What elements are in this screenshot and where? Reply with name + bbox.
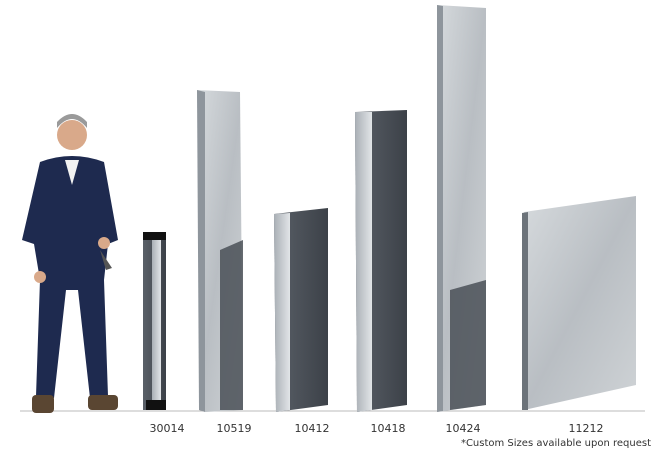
- panel: [522, 196, 636, 410]
- product-label: 30014: [150, 422, 185, 435]
- footnote: *Custom Sizes available upon request: [461, 438, 651, 449]
- post: [143, 232, 166, 410]
- panel: [437, 5, 486, 412]
- product-label: 10418: [371, 422, 406, 435]
- product-label: 10424: [446, 422, 481, 435]
- panel: [274, 208, 328, 412]
- worker: [22, 114, 118, 413]
- product-label: 10519: [217, 422, 252, 435]
- panel: [355, 110, 407, 412]
- panel: [197, 90, 243, 412]
- product-label: 11212: [569, 422, 604, 435]
- product-label: 10412: [295, 422, 330, 435]
